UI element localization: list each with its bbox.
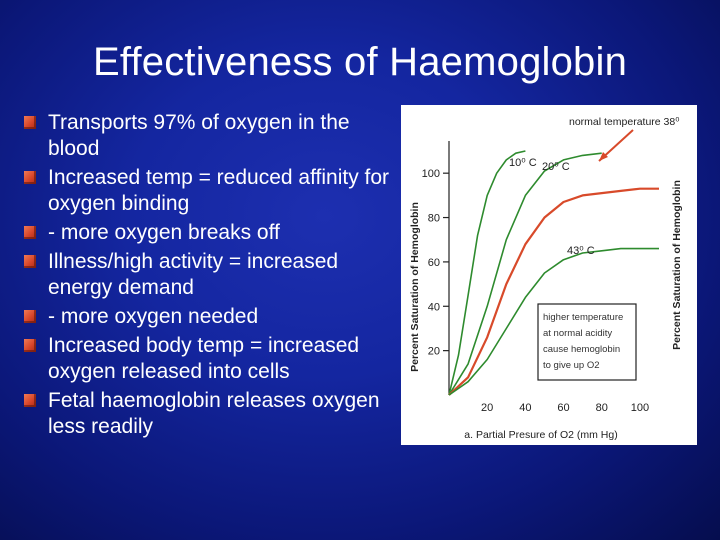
series-curve [448,187,659,396]
bullet-item: - more oxygen breaks off [22,220,392,246]
x-tick-label: 100 [631,402,649,414]
bullet-text: Increased temp = reduced affinity for ox… [48,166,390,215]
chart-axes [443,141,450,395]
annotation-line: cause hemoglobin [543,344,620,355]
bullet-square-icon [24,255,36,268]
y-axis-title: Percent Saturation of Hemoglobin [409,202,421,372]
arrow-head-icon [599,152,608,161]
bullet-item: Illness/high activity = increased energy… [22,249,392,301]
bullet-item: - more oxygen needed [22,304,392,330]
oxygen-dissociation-chart: 20 40 60 80 100 20 40 60 80 100 a. Partial Presure… [401,105,697,445]
bullet-square-icon [24,394,36,407]
annotation-line: to give up O2 [543,360,600,371]
bullet-square-icon [24,226,36,239]
bullet-item: Transports 97% of oxygen in the blood [22,110,392,162]
series-label: 43⁰ C [567,245,595,257]
series-label: normal temperature 38⁰ [569,116,679,128]
x-tick-label: 60 [557,402,569,414]
y-tick-label: 40 [428,301,440,313]
x-tick-label: 40 [519,402,531,414]
chart-curves [448,150,659,396]
annotation-line: at normal acidity [543,328,612,339]
series-curve [448,150,526,396]
bullet-text: Fetal haemoglobin releases oxygen less r… [48,389,380,438]
bullet-text: Illness/high activity = increased energy… [48,250,339,299]
y-tick-label: 80 [428,213,440,225]
y-axis-title-right: Percent Saturation of Hemoglobin [671,180,683,350]
y-tick-label: 60 [428,257,440,269]
chart-labels: 20 40 60 80 100 20 40 60 80 100 a. Partial Presure… [409,116,683,441]
bullet-square-icon [24,171,36,184]
bullet-item: Fetal haemoglobin releases oxygen less r… [22,388,392,440]
bullet-text: Transports 97% of oxygen in the blood [48,111,350,160]
annotation-line: higher temperature [543,312,623,323]
series-curve [448,247,659,396]
bullet-square-icon [24,116,36,129]
series-label: 10⁰ C [509,157,537,169]
bullet-text: - more oxygen needed [48,305,259,328]
bullet-item: Increased temp = reduced affinity for ox… [22,165,392,217]
slide-title: Effectiveness of Haemoglobin [92,40,628,84]
annotation-box [537,303,637,381]
x-tick-label: 20 [481,402,493,414]
bullet-text: Increased body temp = increased oxygen r… [48,334,360,383]
bullet-square-icon [24,310,36,323]
series-curve [448,152,602,396]
y-tick-label: 100 [422,168,440,180]
chart-svg: 20 40 60 80 100 20 40 60 80 100 a. Partial Presure… [409,116,683,441]
bullet-square-icon [24,339,36,352]
series-label: 20⁰ C [542,161,570,173]
x-axis-title: a. Partial Presure of O2 (mm Hg) [464,429,617,441]
y-tick-label: 20 [428,346,440,358]
bullet-text: - more oxygen breaks off [48,221,280,244]
bullet-list: Transports 97% of oxygen in the blood In… [22,110,392,443]
x-tick-label: 80 [596,402,608,414]
bullet-item: Increased body temp = increased oxygen r… [22,333,392,385]
